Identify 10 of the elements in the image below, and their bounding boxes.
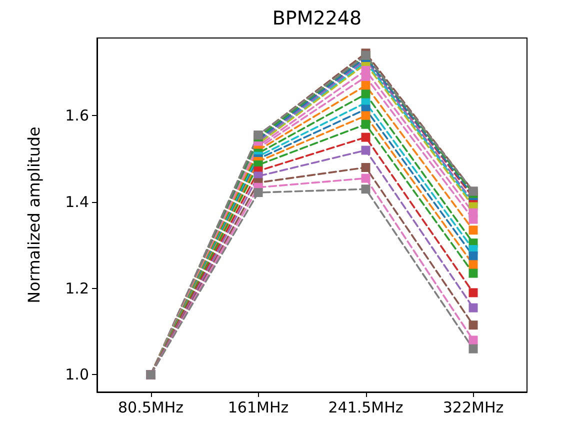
y-tick-label: 1.2 bbox=[65, 279, 89, 298]
y-tick-label: 1.6 bbox=[65, 106, 89, 125]
chart-title: BPM2248 bbox=[272, 8, 362, 30]
x-tick-label: 161MHz bbox=[228, 398, 289, 416]
y-tick-label: 1.0 bbox=[65, 366, 89, 384]
x-tick-label: 80.5MHz bbox=[118, 398, 184, 416]
y-axis-title: Normalized amplitude bbox=[24, 126, 44, 304]
x-tick-label: 322MHz bbox=[442, 398, 504, 416]
y-tick-label: 1.4 bbox=[65, 193, 89, 212]
x-tick-label: 241.5MHz bbox=[328, 398, 404, 416]
